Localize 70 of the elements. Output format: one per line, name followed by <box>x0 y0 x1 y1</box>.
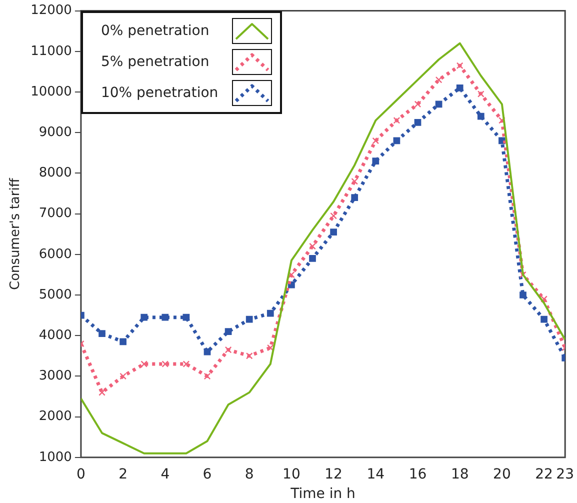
y-tick-label: 8000 <box>38 166 72 181</box>
point <box>351 194 358 201</box>
point <box>477 90 484 98</box>
point <box>162 314 169 321</box>
legend-label: 0% penetration <box>100 23 210 40</box>
point <box>140 314 148 321</box>
x-tick-label: 10 <box>282 466 300 482</box>
point <box>372 137 380 144</box>
y-tick-label: 1000 <box>38 450 72 465</box>
point <box>182 360 190 368</box>
point <box>435 76 442 84</box>
point <box>330 212 337 220</box>
point <box>351 178 358 185</box>
x-tick-label: 4 <box>160 466 170 482</box>
y-tick-label: 4000 <box>38 328 72 343</box>
point <box>520 292 526 298</box>
x-axis-title: Time in h <box>290 486 356 502</box>
point <box>414 119 422 126</box>
point <box>204 372 211 380</box>
legend-label: 5% penetration <box>100 54 210 70</box>
point <box>372 158 380 164</box>
point <box>435 100 442 108</box>
x-tick-label: 12 <box>324 466 342 482</box>
y-tick-label: 3000 <box>38 368 72 384</box>
point <box>140 360 148 368</box>
x-tick-label: 16 <box>408 466 427 482</box>
point <box>162 360 169 368</box>
point <box>246 316 253 323</box>
point <box>393 137 400 144</box>
y-tick-label: 9000 <box>38 124 72 140</box>
point <box>98 389 106 396</box>
y-tick-label: 6000 <box>38 246 72 262</box>
point <box>309 242 316 250</box>
point <box>456 62 464 70</box>
x-tick-label: 14 <box>366 466 385 482</box>
point <box>540 296 548 302</box>
y-tick-label: 11000 <box>30 44 72 59</box>
point <box>288 271 295 278</box>
x-tick-label: 20 <box>493 466 511 482</box>
point <box>393 116 400 124</box>
x-tick-label: 23 <box>556 466 574 482</box>
point <box>414 100 422 108</box>
point <box>540 316 548 323</box>
point <box>120 338 126 346</box>
legend-label: 10% penetration <box>100 85 218 102</box>
point <box>477 112 484 120</box>
point <box>266 310 274 317</box>
y-tick-label: 7000 <box>38 206 72 222</box>
x-tick-label: 0 <box>76 466 86 482</box>
point <box>309 255 316 262</box>
point <box>266 344 274 352</box>
y-tick-label: 2000 <box>38 409 72 424</box>
x-tick-label: 6 <box>202 466 212 482</box>
x-tick-label: 22 <box>535 466 553 482</box>
y-tick-label: 10000 <box>30 84 72 100</box>
point <box>224 346 232 354</box>
point <box>182 314 190 321</box>
point <box>204 348 211 356</box>
y-tick-label: 5000 <box>38 287 72 302</box>
point <box>98 330 106 337</box>
point <box>330 228 337 236</box>
y-axis-title: Consumer's tariff <box>8 177 24 290</box>
point <box>120 372 126 380</box>
x-tick-label: 8 <box>244 466 254 482</box>
point <box>246 352 253 360</box>
x-tick-label: 18 <box>450 466 469 482</box>
x-tick-label: 2 <box>118 466 128 482</box>
point <box>456 84 464 92</box>
point <box>224 328 232 335</box>
y-tick-label: 12000 <box>30 3 72 18</box>
